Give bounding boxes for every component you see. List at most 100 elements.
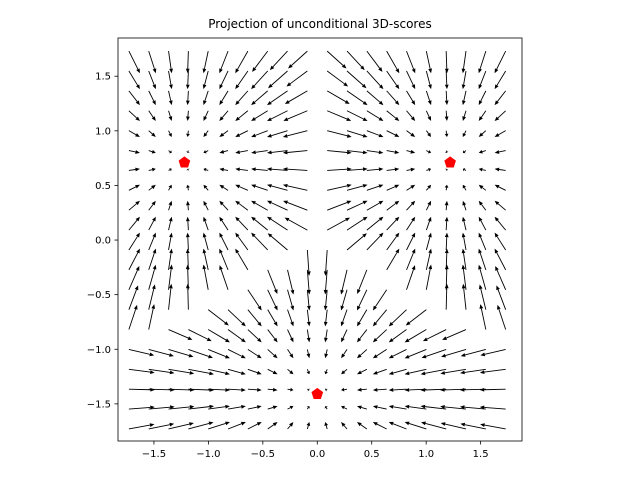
- field-arrow: [128, 285, 139, 310]
- field-arrow: [148, 90, 156, 106]
- field-arrow: [128, 200, 140, 211]
- field-arrow: [148, 232, 156, 251]
- field-arrow: [346, 216, 368, 231]
- field-arrow: [269, 50, 288, 71]
- field-arrow: [219, 130, 229, 137]
- field-arrow: [128, 110, 140, 122]
- field-arrow: [148, 348, 174, 357]
- field-arrow: [267, 387, 278, 392]
- field-arrow: [461, 264, 467, 290]
- field-arrow: [372, 422, 387, 430]
- field-arrow: [388, 329, 407, 343]
- field-arrow: [460, 422, 486, 430]
- field-arrow: [444, 200, 449, 211]
- field-arrow: [247, 387, 262, 392]
- field-arrow: [326, 70, 349, 87]
- field-arrow: [494, 167, 506, 172]
- field-arrow: [267, 289, 278, 311]
- field-arrow: [203, 167, 209, 172]
- field-arrow: [346, 130, 368, 138]
- field-arrow: [252, 50, 269, 72]
- field-arrow: [327, 150, 352, 155]
- field-arrow: [287, 405, 294, 410]
- field-arrow: [366, 167, 384, 172]
- field-arrow: [168, 216, 173, 231]
- field-arrow: [444, 90, 449, 106]
- field-arrow: [168, 422, 194, 430]
- attractor-marker: [311, 387, 324, 399]
- field-arrow: [268, 70, 288, 89]
- field-arrow: [227, 329, 246, 343]
- field-arrow: [356, 309, 368, 327]
- field-arrow: [386, 216, 400, 231]
- field-arrow: [203, 200, 209, 211]
- field-arrow: [219, 70, 229, 90]
- field-arrow: [494, 216, 507, 231]
- field-arrow: [267, 368, 278, 375]
- field-arrow: [267, 233, 288, 251]
- field-arrow: [461, 283, 467, 310]
- field-arrow: [388, 404, 407, 410]
- field-arrow: [366, 50, 383, 72]
- field-arrow: [440, 422, 467, 430]
- field-arrow: [479, 387, 506, 392]
- field-arrow: [283, 110, 308, 121]
- field-arrow: [235, 184, 249, 191]
- field-arrow: [168, 51, 173, 74]
- field-arrow: [284, 90, 308, 104]
- field-arrow: [227, 309, 246, 327]
- field-arrow: [128, 248, 140, 271]
- field-arrow: [168, 167, 172, 172]
- field-arrow: [406, 167, 416, 172]
- field-arrow: [324, 406, 328, 410]
- field-arrow: [494, 232, 507, 251]
- field-arrow: [478, 216, 487, 231]
- field-arrow: [287, 309, 294, 327]
- field-arrow: [235, 216, 249, 231]
- field-arrow: [341, 387, 348, 392]
- field-arrow: [327, 110, 352, 121]
- field-arrow: [219, 232, 229, 251]
- field-arrow: [372, 349, 387, 359]
- field-arrow: [247, 349, 262, 359]
- field-arrow: [148, 405, 175, 410]
- field-arrow: [148, 264, 157, 290]
- field-arrow: [185, 51, 190, 74]
- field-arrow: [267, 110, 288, 122]
- x-tick-label: 0.5: [364, 449, 380, 460]
- attractor-marker: [444, 156, 456, 168]
- field-arrow: [461, 90, 467, 106]
- field-arrow: [425, 70, 432, 90]
- field-arrow: [494, 150, 506, 154]
- field-arrow: [340, 289, 348, 311]
- field-arrow: [406, 248, 416, 271]
- field-arrow: [168, 70, 173, 90]
- field-arrow: [247, 309, 262, 327]
- field-arrow: [267, 167, 288, 172]
- field-arrow: [306, 289, 311, 311]
- field-arrow: [247, 368, 262, 375]
- field-arrow: [388, 388, 407, 392]
- field-arrow: [386, 130, 400, 137]
- field-arrow: [168, 405, 195, 410]
- field-arrow: [406, 184, 416, 191]
- field-arrow: [168, 283, 173, 310]
- field-arrow: [128, 368, 155, 374]
- field-arrow: [287, 329, 294, 343]
- field-arrow: [203, 184, 209, 191]
- field-arrow: [235, 50, 249, 74]
- field-arrow: [207, 309, 229, 326]
- x-tick-label: −0.5: [251, 449, 275, 460]
- field-arrow: [444, 70, 449, 90]
- field-arrow: [346, 90, 368, 106]
- y-tick-label: 1.0: [95, 126, 111, 137]
- field-arrow: [287, 368, 294, 375]
- field-arrow: [148, 248, 157, 271]
- x-tick-label: −1.5: [142, 449, 166, 460]
- field-arrow: [287, 349, 294, 359]
- field-arrow: [235, 167, 248, 172]
- field-arrow: [386, 248, 400, 271]
- field-arrow: [306, 406, 310, 410]
- field-arrow: [235, 110, 249, 122]
- field-arrow: [185, 248, 190, 270]
